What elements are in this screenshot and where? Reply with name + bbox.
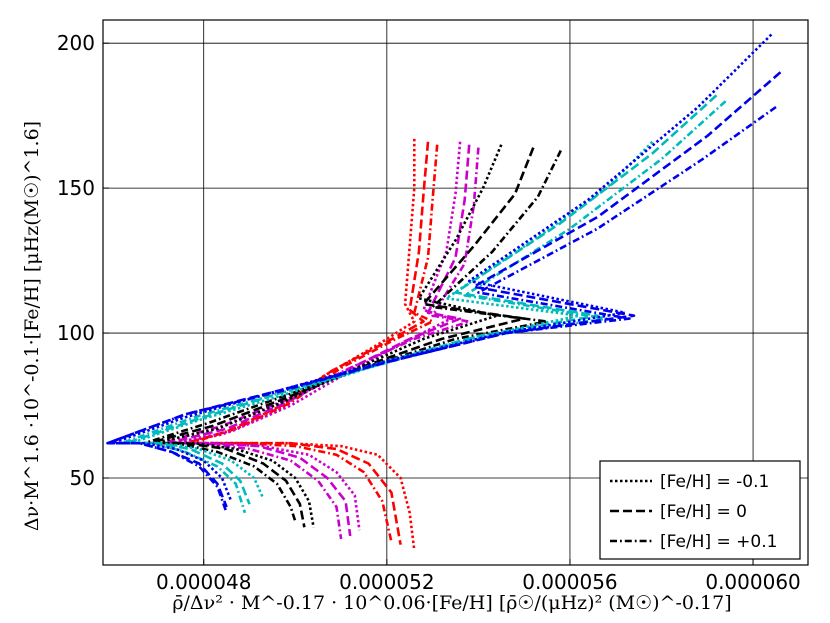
legend-entry-label: [Fe/H] = -0.1 (660, 472, 769, 492)
x-tick-label: 0.000056 (522, 570, 617, 594)
legend-entry-label: [Fe/H] = +0.1 (660, 532, 777, 552)
series-line-15 (106, 105, 777, 514)
series-line-9 (142, 149, 562, 522)
series-line-2 (184, 141, 430, 545)
y-axis-label: Δν·M^1.6 ·10^-0.1·[Fe/H] [μHz(M☉)^1.6] (21, 121, 43, 531)
legend-entry-label: [Fe/H] = 0 (660, 502, 747, 522)
series-line-4 (170, 141, 462, 531)
series-line-3 (188, 144, 439, 543)
legend: [Fe/H] = -0.1 [Fe/H] = 0 [Fe/H] = +0.1 (599, 460, 801, 560)
y-tick-label: 100 (57, 321, 95, 345)
series-line-13 (110, 33, 773, 502)
plot-frame (102, 19, 809, 566)
series-line-8 (147, 147, 535, 528)
y-tick-label: 150 (57, 176, 95, 200)
series-line-11 (124, 94, 718, 505)
y-tick-label: 50 (70, 466, 95, 490)
series-line-1 (174, 138, 416, 551)
ticks: 0.000048 0.000052 0.000056 0.000060 50 100 150… (57, 31, 801, 594)
x-tick-label: 0.000060 (705, 570, 800, 594)
x-tick-label: 0.000048 (156, 570, 251, 594)
series-line-5 (165, 144, 471, 537)
x-tick-label: 0.000052 (339, 570, 434, 594)
legend-box (599, 460, 801, 560)
series-line-7 (152, 144, 503, 528)
series-line-14 (106, 71, 782, 508)
y-tick-label: 200 (57, 31, 95, 55)
series-layer (106, 33, 782, 551)
series-line-10 (129, 140, 654, 499)
x-axis-label: ρ̄/Δν² · M^-0.17 · 10^0.06·[Fe/H] [ρ̄☉/(… (172, 592, 731, 614)
